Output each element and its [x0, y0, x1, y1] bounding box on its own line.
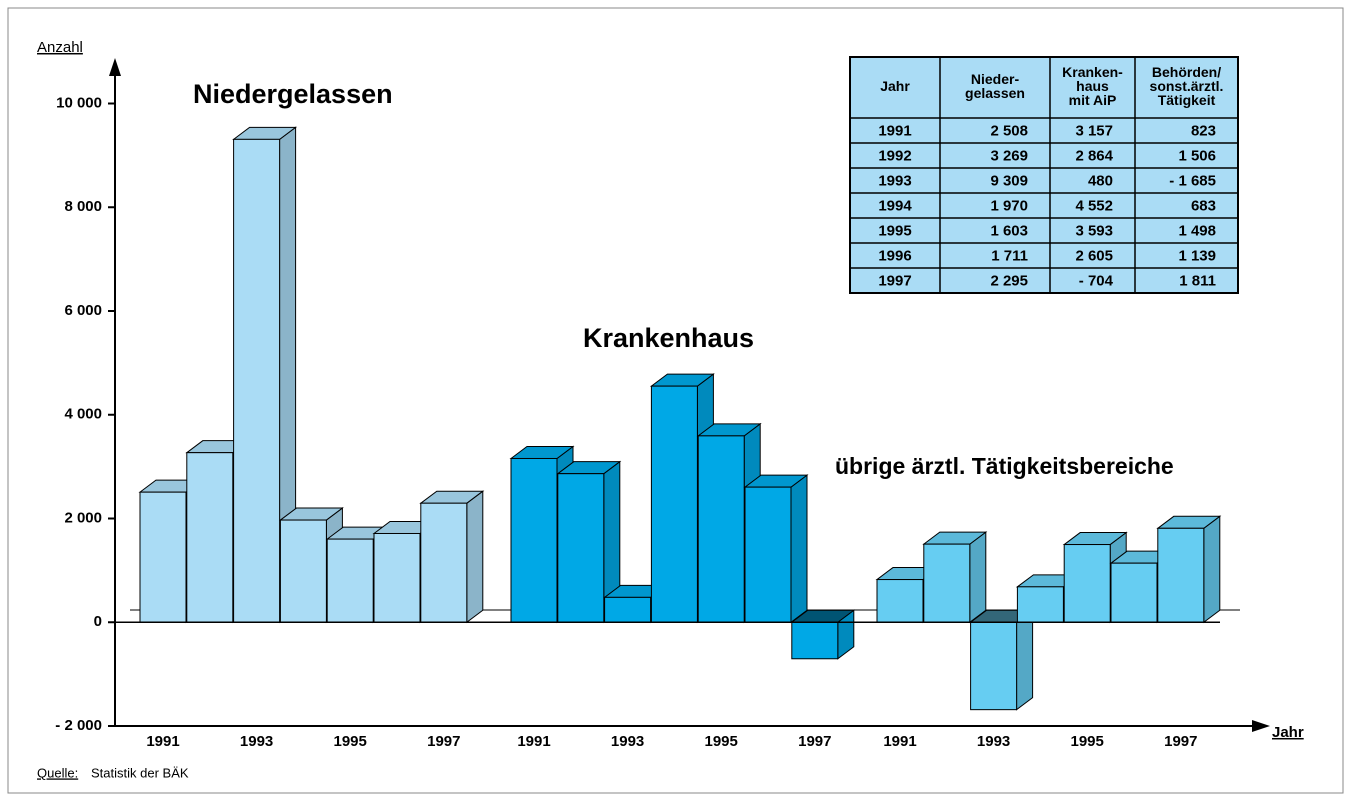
x-tick-label: 1995 — [1071, 733, 1104, 750]
table-value: 1 970 — [990, 197, 1028, 214]
bar — [326, 538, 374, 623]
y-tick-label: 2 000 — [64, 509, 102, 526]
bar — [650, 385, 698, 623]
table-value: 2 295 — [990, 272, 1028, 289]
table-header: mit AiP — [1069, 92, 1117, 108]
table-value: 2 605 — [1075, 247, 1113, 264]
table-value: 1 603 — [990, 222, 1028, 239]
table-header: gelassen — [965, 85, 1025, 101]
bar — [139, 491, 187, 623]
bar — [373, 532, 421, 623]
bar-side — [466, 490, 484, 624]
table-value: 3 593 — [1075, 222, 1113, 239]
table-value: 3 269 — [990, 147, 1028, 164]
table-value: 480 — [1088, 172, 1113, 189]
bar — [1063, 544, 1111, 623]
bar — [557, 473, 605, 623]
table-value: 4 552 — [1075, 197, 1113, 214]
table-value: - 704 — [1079, 272, 1114, 289]
table-value: 1 711 — [991, 247, 1028, 264]
bar-side — [969, 531, 987, 624]
x-tick-label: 1995 — [705, 733, 738, 750]
table-value: 1 506 — [1178, 147, 1216, 164]
y-axis-label: Anzahl — [37, 39, 83, 56]
table-value: 1 139 — [1178, 247, 1216, 264]
source: Statistik der BÄK — [91, 765, 189, 780]
table-year: 1991 — [878, 122, 911, 139]
bar-side — [1016, 609, 1034, 711]
y-tick-label: 4 000 — [64, 406, 102, 423]
table-header: haus — [1076, 78, 1109, 94]
bar — [1157, 527, 1205, 623]
bar — [876, 579, 924, 623]
x-tick-label: 1997 — [427, 733, 460, 750]
table-year: 1996 — [878, 247, 911, 264]
bar-side — [1203, 515, 1221, 624]
bar — [604, 596, 652, 623]
x-tick-label: 1997 — [1164, 733, 1197, 750]
y-tick-label: 0 — [94, 613, 102, 630]
table-header: sonst.ärztl. — [1150, 78, 1224, 94]
series-label: übrige ärztl. Tätigkeitsbereiche — [835, 453, 1174, 479]
table-year: 1994 — [878, 197, 912, 214]
x-tick-label: 1993 — [977, 733, 1010, 750]
table-value: 2 508 — [990, 122, 1028, 139]
table-year: 1992 — [878, 147, 911, 164]
table-value: 683 — [1191, 197, 1216, 214]
bar — [279, 519, 327, 623]
bar — [697, 435, 745, 623]
bar — [510, 457, 558, 623]
x-axis-arrow — [1252, 720, 1270, 732]
table-year: 1993 — [878, 172, 911, 189]
table-value: 9 309 — [990, 172, 1028, 189]
table-value: 2 864 — [1075, 147, 1113, 164]
y-axis-arrow — [109, 58, 121, 76]
table-background — [849, 56, 1239, 294]
x-tick-label: 1993 — [240, 733, 273, 750]
table-header: Nieder- — [971, 71, 1020, 87]
table-header: Tätigkeit — [1158, 92, 1216, 108]
x-tick-label: 1991 — [146, 733, 179, 750]
table-value: 823 — [1191, 122, 1216, 139]
bar-side — [790, 474, 808, 624]
y-tick-label: 6 000 — [64, 302, 102, 319]
x-axis-label: Jahr — [1272, 724, 1304, 741]
table-header: Jahr — [880, 78, 910, 94]
x-tick-label: 1997 — [798, 733, 831, 750]
table-value: 3 157 — [1075, 122, 1113, 139]
bar — [791, 621, 839, 660]
bar — [186, 452, 234, 623]
y-tick-label: - 2 000 — [55, 717, 102, 734]
table-value: 1 498 — [1178, 222, 1216, 239]
table-year: 1995 — [878, 222, 911, 239]
x-tick-label: 1995 — [334, 733, 367, 750]
series-label: Krankenhaus — [583, 323, 754, 353]
series-label: Niedergelassen — [193, 79, 393, 109]
table-value: - 1 685 — [1169, 172, 1216, 189]
bar — [420, 502, 468, 623]
bar — [744, 486, 792, 623]
bar — [970, 621, 1018, 711]
y-tick-label: 8 000 — [64, 198, 102, 215]
bar — [923, 543, 971, 623]
frame — [7, 7, 1344, 794]
bar — [1016, 586, 1064, 623]
source-label: Quelle: — [37, 765, 78, 780]
x-tick-label: 1991 — [883, 733, 916, 750]
bar — [233, 138, 281, 623]
y-tick-label: 10 000 — [56, 94, 102, 111]
x-tick-label: 1991 — [517, 733, 550, 750]
table-header: Behörden/ — [1152, 64, 1221, 80]
x-tick-label: 1993 — [611, 733, 644, 750]
bar — [1110, 562, 1158, 623]
table-value: 1 811 — [1179, 272, 1216, 289]
table-year: 1997 — [878, 272, 911, 289]
table-header: Kranken- — [1062, 64, 1123, 80]
